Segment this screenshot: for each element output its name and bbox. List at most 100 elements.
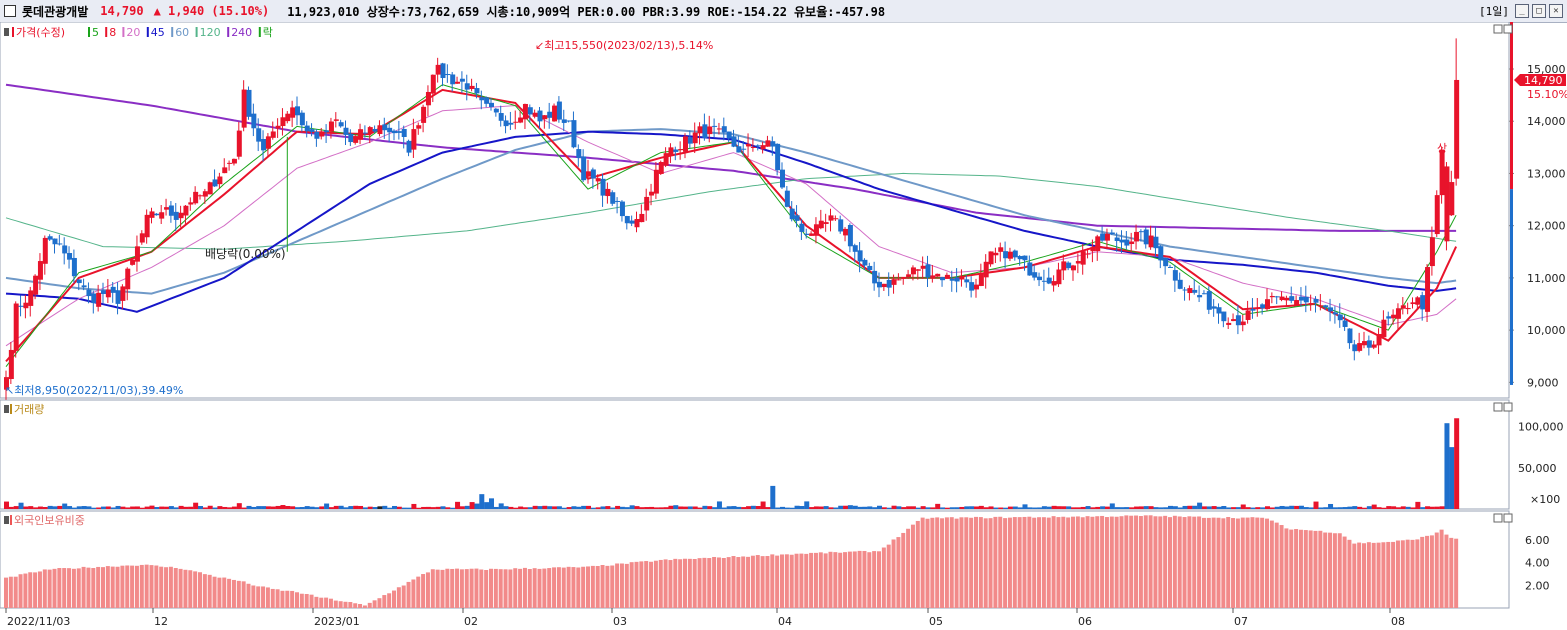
volume-bar: [168, 506, 174, 509]
maximize-button[interactable]: □: [1532, 4, 1546, 18]
volume-bar: [1192, 505, 1198, 509]
foreign-bar: [547, 568, 552, 608]
foreign-bar: [687, 558, 692, 608]
volume-bar: [202, 507, 208, 509]
candle-body: [1298, 296, 1304, 301]
candle-body: [964, 279, 970, 283]
panel-button-b-0: [1503, 24, 1513, 34]
foreign-bar: [23, 573, 28, 608]
volume-bar: [1308, 507, 1314, 509]
candle-body: [527, 107, 533, 115]
price-tick-0: 15,000: [1527, 63, 1566, 76]
foreign-bar: [67, 568, 72, 608]
volume-bar: [736, 506, 742, 509]
foreign-bar: [1046, 517, 1051, 608]
candle-body: [605, 188, 611, 197]
volume-bar: [455, 501, 461, 509]
foreign-bar: [930, 517, 935, 608]
volume-bar: [998, 507, 1004, 509]
volume-bar: [37, 506, 43, 509]
volume-bar: [343, 507, 349, 509]
foreign-bar: [1362, 543, 1366, 608]
foreign-bar: [183, 569, 188, 608]
foreign-bar: [974, 516, 978, 608]
stock-chart[interactable]: 가격(수정) 5 8 20 45 60 120 240 락 15,000 14,000 13,000 1…: [0, 22, 1567, 630]
foreign-bar: [1318, 530, 1323, 608]
volume-bar: [513, 507, 519, 509]
candle-body: [775, 143, 781, 171]
candle-body: [1104, 233, 1110, 241]
candle-body: [1022, 255, 1028, 261]
foreign-bar: [28, 572, 33, 608]
minimize-button[interactable]: _: [1515, 4, 1529, 18]
foreign-bar: [896, 537, 901, 608]
volume-bar: [198, 506, 203, 509]
foreign-bar: [134, 565, 139, 608]
period-label[interactable]: [1일]: [1479, 5, 1509, 18]
foreign-bar: [969, 517, 974, 608]
stock-name[interactable]: 롯데관광개발: [22, 4, 89, 19]
foreign-bar: [1323, 532, 1328, 608]
volume-bar: [658, 507, 664, 509]
candle-body: [1046, 277, 1052, 284]
volume-bar: [1075, 507, 1081, 509]
foreign-bar: [508, 569, 513, 608]
candle-body: [867, 265, 873, 271]
volume-bar: [193, 502, 199, 509]
foreign-bar: [692, 558, 697, 608]
candle-body: [1109, 232, 1115, 235]
volume-bar: [1007, 506, 1013, 509]
candle-body: [154, 213, 160, 216]
volume-bar: [1032, 507, 1038, 509]
foreign-bar: [217, 577, 222, 608]
volume-bar: [212, 507, 218, 509]
volume-bar: [52, 506, 58, 509]
panel-button-b-1: [1503, 402, 1513, 412]
foreign-bar: [372, 600, 377, 608]
foreign-bar: [1391, 541, 1396, 608]
ma20-line: [5, 105, 1457, 347]
foreign-bar: [1100, 515, 1105, 608]
foreign-bar: [1289, 529, 1294, 608]
foreign-bar: [910, 524, 915, 608]
candle-body: [721, 126, 727, 133]
select-checkbox[interactable]: [4, 5, 16, 17]
candle-body: [295, 106, 300, 116]
candle-body: [547, 111, 553, 118]
foreign-bar: [1279, 525, 1284, 608]
candle-body: [1449, 182, 1455, 216]
volume-bar: [493, 506, 499, 509]
volume-bar: [1274, 506, 1280, 509]
volume-bar: [1337, 507, 1343, 509]
candle-body: [619, 201, 625, 217]
candle-body: [28, 290, 34, 306]
foreign-bar: [503, 569, 508, 608]
foreign-bar: [33, 572, 38, 608]
foreign-bar: [663, 559, 668, 608]
foreign-bar: [382, 595, 387, 608]
foreign-bar: [1022, 516, 1027, 608]
volume-bar: [610, 507, 616, 509]
volume-bar: [833, 507, 839, 509]
candle-body: [406, 140, 412, 153]
volume-bar: [683, 506, 688, 509]
volume-bar: [91, 507, 97, 509]
candle-body: [1269, 295, 1275, 298]
candle-body: [1163, 257, 1169, 267]
candle-body: [561, 119, 567, 123]
volume-bar: [576, 506, 582, 509]
foreign-bar: [537, 568, 542, 608]
volume-bar: [639, 507, 645, 509]
volume-bar: [13, 506, 19, 509]
candle-body: [304, 125, 310, 132]
x-label-5: 04: [778, 615, 792, 628]
legend-item-8: 락: [263, 26, 273, 39]
candle-body: [750, 146, 756, 148]
close-button[interactable]: ✕: [1549, 4, 1563, 18]
candle-body: [532, 112, 538, 117]
volume-bar: [872, 507, 878, 509]
volume-bar: [1119, 507, 1125, 509]
legend-marker-4: [146, 27, 149, 37]
volume-bar: [765, 507, 771, 509]
candle-body: [265, 136, 271, 149]
